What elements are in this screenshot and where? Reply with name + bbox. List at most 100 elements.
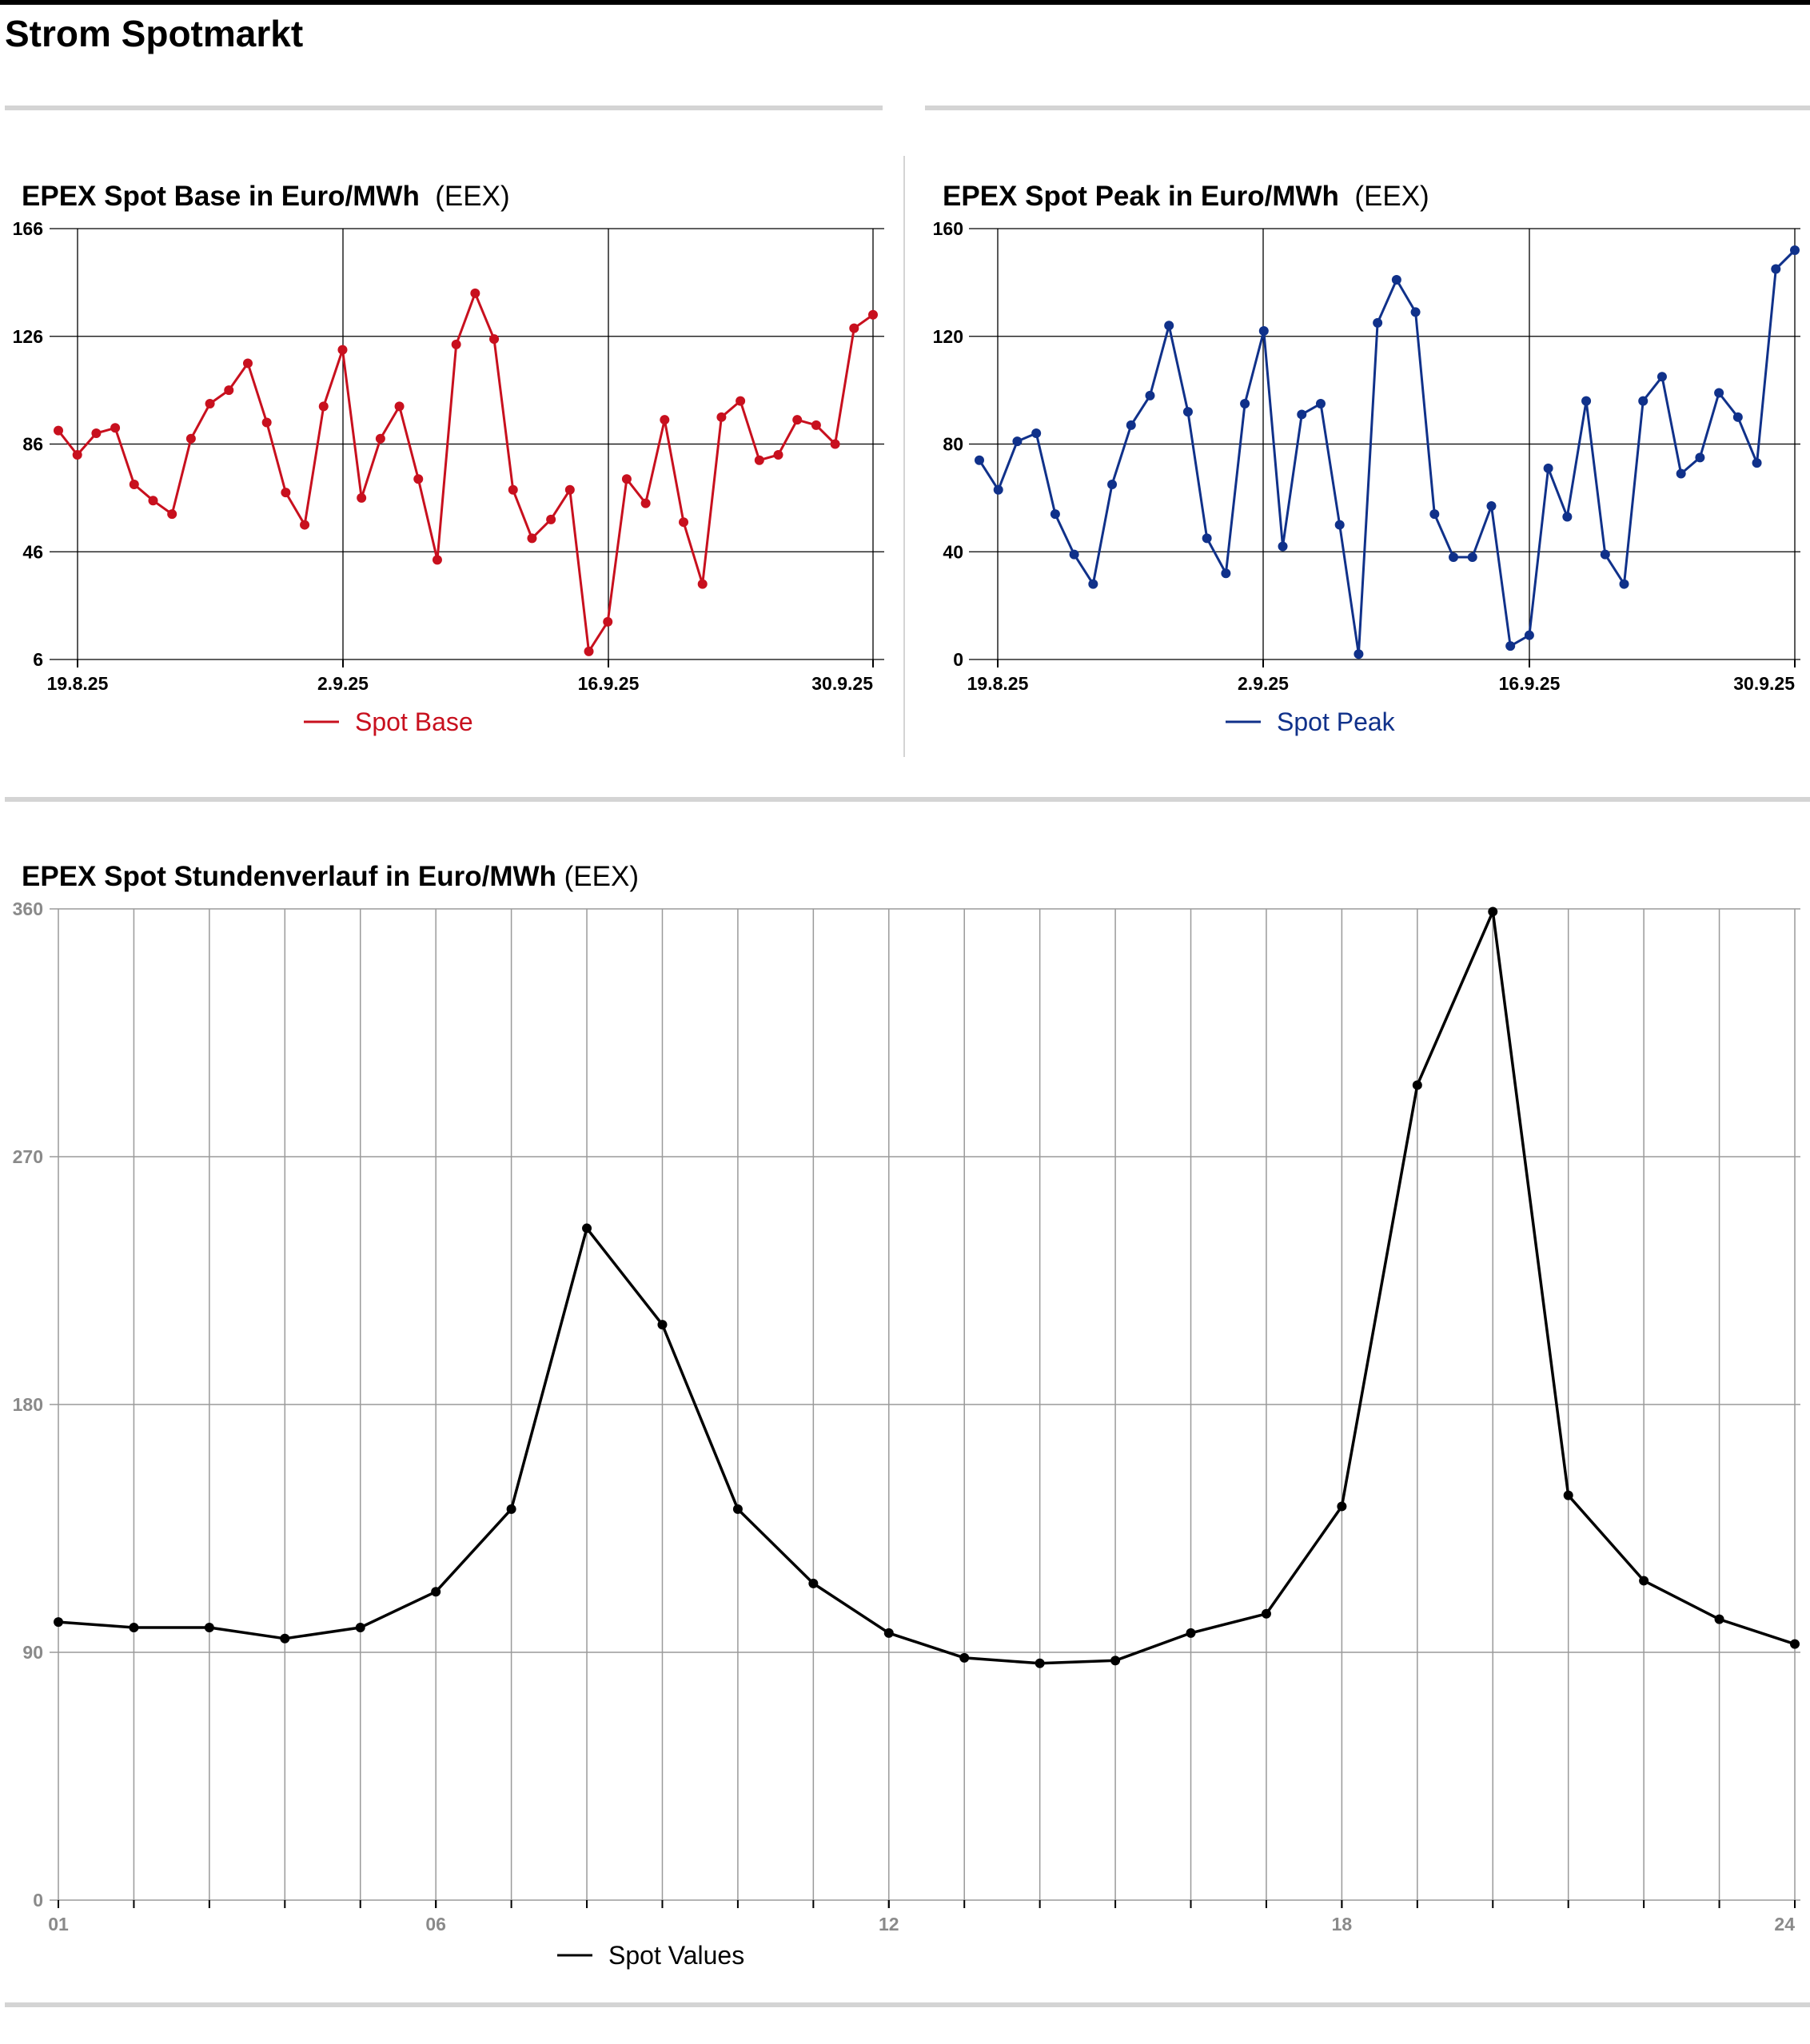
peak-data-point — [1221, 568, 1231, 579]
base-data-point — [300, 520, 310, 530]
top-rule — [0, 0, 1810, 5]
base-y-tick-label: 46 — [22, 541, 43, 562]
peak-data-point — [1126, 420, 1136, 430]
peak-data-point — [1240, 398, 1250, 408]
hourly-data-point — [1186, 1628, 1196, 1638]
base-data-point — [261, 417, 272, 428]
base-data-point — [357, 492, 367, 503]
hourly-data-point — [1337, 1501, 1347, 1512]
divider-middle — [5, 797, 1810, 802]
peak-data-point — [1429, 509, 1440, 520]
base-data-point — [148, 496, 158, 506]
hourly-data-point — [355, 1623, 365, 1632]
base-data-point — [679, 517, 689, 528]
base-data-point — [72, 449, 82, 460]
peak-legend-label: Spot Peak — [1277, 707, 1396, 736]
base-data-point — [868, 309, 878, 320]
hourly-series-line — [58, 910, 1796, 1665]
hourly-data-point — [582, 1223, 592, 1233]
peak-y-tick-label: 120 — [933, 326, 963, 347]
peak-data-point — [1676, 468, 1686, 479]
hourly-data-point — [959, 1652, 970, 1663]
base-data-point — [375, 433, 385, 444]
peak-data-point — [1638, 396, 1649, 406]
peak-y-tick-label: 160 — [933, 218, 963, 239]
base-data-point — [185, 433, 196, 444]
peak-data-point — [1732, 412, 1743, 422]
peak-data-point — [1334, 520, 1345, 530]
peak-data-point — [1752, 458, 1762, 468]
base-data-point — [54, 425, 63, 436]
peak-data-point — [1145, 390, 1155, 400]
peak-data-point — [1373, 317, 1383, 328]
peak-x-tick-label: 2.9.25 — [1238, 673, 1289, 694]
hourly-y-tick-label: 0 — [33, 1890, 43, 1911]
hourly-legend-label: Spot Values — [608, 1941, 744, 1970]
base-data-point — [621, 474, 632, 484]
peak-data-point — [993, 484, 1003, 495]
peak-y-tick-label: 40 — [943, 541, 963, 562]
peak-chart-source: (EEX) — [1354, 181, 1429, 212]
hourly-data-point — [657, 1320, 668, 1330]
peak-y-tick-label: 80 — [943, 434, 963, 455]
hourly-chart-title: EPEX Spot Stundenverlauf in Euro/MWh (EE… — [22, 859, 639, 894]
peak-data-point — [1050, 509, 1060, 520]
hourly-data-point — [732, 1504, 743, 1514]
hourly-x-tick-label: 01 — [48, 1914, 69, 1934]
hourly-x-tick-label: 18 — [1332, 1914, 1353, 1934]
peak-chart-title: EPEX Spot Peak in Euro/MWh (EEX) — [943, 179, 1429, 214]
base-chart-title-text: EPEX Spot Base in Euro/MWh — [22, 181, 420, 212]
base-data-point — [754, 455, 764, 465]
peak-data-point — [1088, 579, 1098, 589]
peak-data-point — [1202, 533, 1212, 544]
hourly-data-point — [506, 1504, 516, 1514]
hourly-data-point — [54, 1617, 63, 1628]
peak-data-point — [1505, 641, 1516, 651]
base-data-point — [792, 415, 803, 425]
base-data-point — [394, 401, 405, 412]
base-data-point — [318, 401, 329, 412]
base-data-point — [830, 439, 840, 449]
peak-data-point — [1714, 388, 1724, 398]
base-data-point — [242, 358, 253, 369]
peak-data-point — [1107, 480, 1118, 490]
divider-vertical — [903, 156, 905, 757]
peak-data-point — [1467, 552, 1477, 562]
base-chart-source: (EEX) — [435, 181, 510, 212]
hourly-data-point — [1261, 1608, 1271, 1619]
peak-data-point — [1258, 326, 1269, 337]
base-data-point — [470, 288, 480, 298]
base-data-point — [564, 484, 575, 495]
hourly-x-tick-label: 06 — [425, 1914, 446, 1934]
peak-data-point — [1657, 372, 1667, 382]
base-x-tick-label: 19.8.25 — [47, 673, 109, 694]
base-x-tick-label: 16.9.25 — [578, 673, 640, 694]
peak-y-tick-label: 0 — [953, 649, 963, 670]
divider-top-left — [5, 106, 883, 110]
base-data-point — [413, 474, 424, 484]
peak-data-point — [1354, 649, 1364, 659]
base-data-point — [603, 616, 613, 627]
hourly-data-point — [808, 1578, 819, 1588]
base-chart-title: EPEX Spot Base in Euro/MWh (EEX) — [22, 179, 510, 214]
base-data-point — [281, 488, 291, 498]
divider-bottom — [5, 2002, 1810, 2007]
base-data-point — [508, 484, 518, 495]
hourly-data-point — [431, 1587, 441, 1597]
base-x-tick-label: 2.9.25 — [317, 673, 369, 694]
base-data-point — [527, 533, 537, 544]
peak-data-point — [1562, 512, 1573, 522]
base-data-point — [660, 415, 670, 425]
peak-data-point — [1543, 463, 1553, 473]
base-x-tick-label: 30.9.25 — [811, 673, 873, 694]
peak-data-point — [1619, 579, 1629, 589]
hourly-data-point — [1790, 1639, 1800, 1649]
base-legend-label: Spot Base — [355, 707, 473, 736]
peak-data-point — [1031, 428, 1042, 439]
hourly-x-tick-label: 12 — [879, 1914, 899, 1934]
base-y-tick-label: 126 — [13, 326, 43, 347]
base-data-point — [224, 385, 234, 396]
peak-data-point — [1600, 549, 1610, 560]
